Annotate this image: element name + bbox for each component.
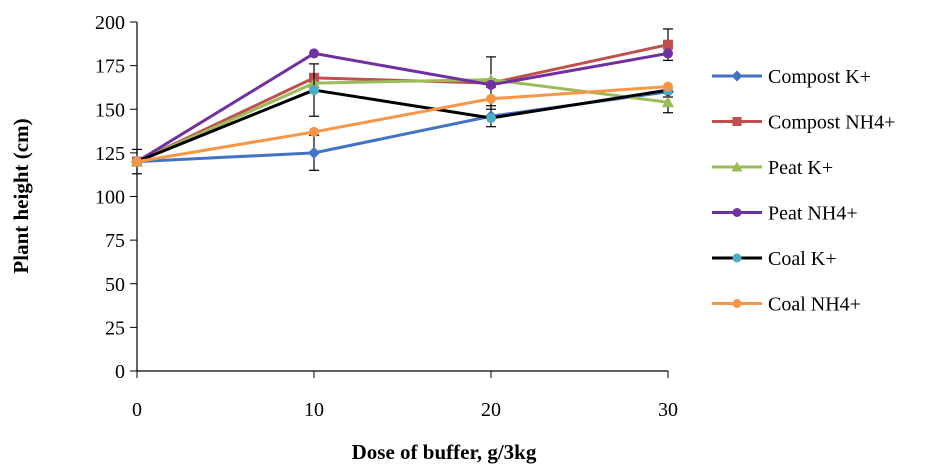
data-point [732,299,742,308]
y-tick-label: 75 [105,230,125,252]
series-5 [132,81,673,167]
x-axis-title: Dose of buffer, g/3kg [352,440,537,464]
data-point [663,48,673,59]
axes: 0 25 50 75 100 125 150 175 200 0 10 20 30 [95,12,678,421]
data-point [486,93,496,104]
y-tick-label: 0 [115,361,125,383]
series-line [136,78,669,163]
legend-item: Compost NH4+ [712,112,895,134]
data-point [732,117,742,126]
series-line [136,88,669,163]
data-point [308,146,320,159]
series-line [136,51,669,163]
y-axis-title: Plant height (cm) [9,118,33,273]
legend-item: Coal K+ [712,248,837,270]
series-1 [132,28,673,167]
data-point [132,156,142,167]
y-tick-label: 100 [95,187,125,209]
data-point [486,112,496,123]
data-point [309,48,319,59]
series-layer [131,28,674,175]
data-point [486,79,496,90]
legend-label: Peat NH4+ [768,203,858,225]
data-point [731,70,743,82]
data-point [732,253,742,263]
legend-item: Compost K+ [712,66,871,88]
y-tick-label: 150 [95,99,125,121]
data-point [731,161,743,172]
y-tick-label: 125 [95,143,125,165]
legend-item: Peat K+ [712,157,833,179]
series-line [136,85,669,164]
y-tick-label: 175 [95,56,125,78]
legend-label: Compost NH4+ [768,112,895,134]
data-point [309,126,319,137]
series-2 [131,73,674,167]
legend-label: Coal NH4+ [768,294,861,316]
x-tick-label: 10 [304,399,324,421]
legend: Compost K+ Compost NH4+ Peat K+ Peat NH4+ Co… [712,66,895,316]
y-tick-label: 200 [95,12,125,34]
legend-item: Peat NH4+ [712,203,858,225]
data-point [663,39,673,50]
x-tick-label: 20 [481,399,501,421]
data-point [309,85,319,96]
legend-label: Compost K+ [768,66,871,88]
data-point [662,96,674,108]
data-point [732,208,742,217]
y-tick-label: 25 [105,317,125,339]
x-tick-label: 30 [658,399,678,421]
y-tick-label: 50 [105,274,125,296]
x-tick-label: 0 [132,399,142,421]
legend-label: Coal K+ [768,248,837,270]
data-point [663,81,673,92]
legend-item: Coal NH4+ [712,294,861,316]
legend-label: Peat K+ [768,157,833,179]
